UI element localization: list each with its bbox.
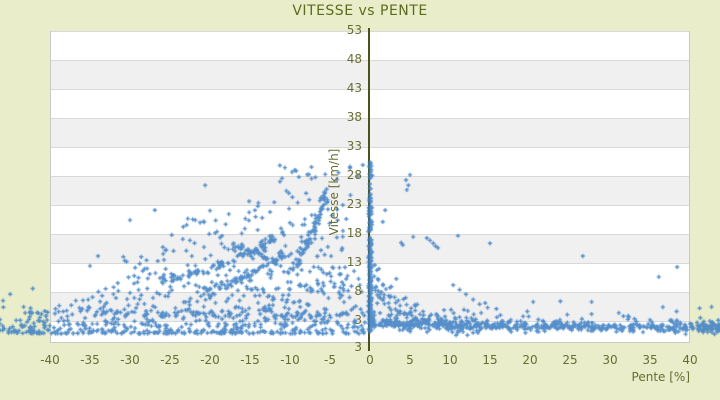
x-tick-label: 15	[482, 353, 498, 367]
y-tick-label: 23	[346, 197, 362, 211]
x-tick-label: -15	[240, 353, 260, 367]
x-tick-label: 0	[366, 353, 374, 367]
y-axis-title: Vitesse [km/h]	[327, 148, 341, 236]
x-tick-label: 25	[562, 353, 578, 367]
x-tick-label: 30	[602, 353, 618, 367]
x-tick-label: -30	[120, 353, 140, 367]
x-tick-label: -5	[324, 353, 336, 367]
y-tick-label: 43	[346, 81, 362, 95]
y-tick-label: 38	[346, 110, 362, 124]
y-tick-label: 48	[346, 52, 362, 66]
x-tick-label: -40	[40, 353, 60, 367]
y-tick-label: 53	[346, 23, 362, 37]
y-axis-bottom-label: 3	[354, 340, 362, 354]
y-tick-label: 13	[346, 255, 362, 269]
x-tick-label: 35	[642, 353, 658, 367]
x-tick-label: 20	[522, 353, 538, 367]
x-tick-label: 40	[682, 353, 698, 367]
x-tick-label: -25	[160, 353, 180, 367]
y-tick-label: 18	[346, 226, 362, 240]
x-tick-label: -20	[200, 353, 220, 367]
y-tick-label: 33	[346, 139, 362, 153]
x-tick-label: -10	[280, 353, 300, 367]
y-tick-label: 28	[346, 168, 362, 182]
x-tick-label: -35	[80, 353, 100, 367]
y-tick-label: 8	[354, 284, 362, 298]
x-tick-label: 10	[442, 353, 458, 367]
x-axis-title: Pente [%]	[631, 370, 690, 384]
x-tick-label: 5	[406, 353, 414, 367]
y-tick-label: 3	[354, 313, 362, 327]
